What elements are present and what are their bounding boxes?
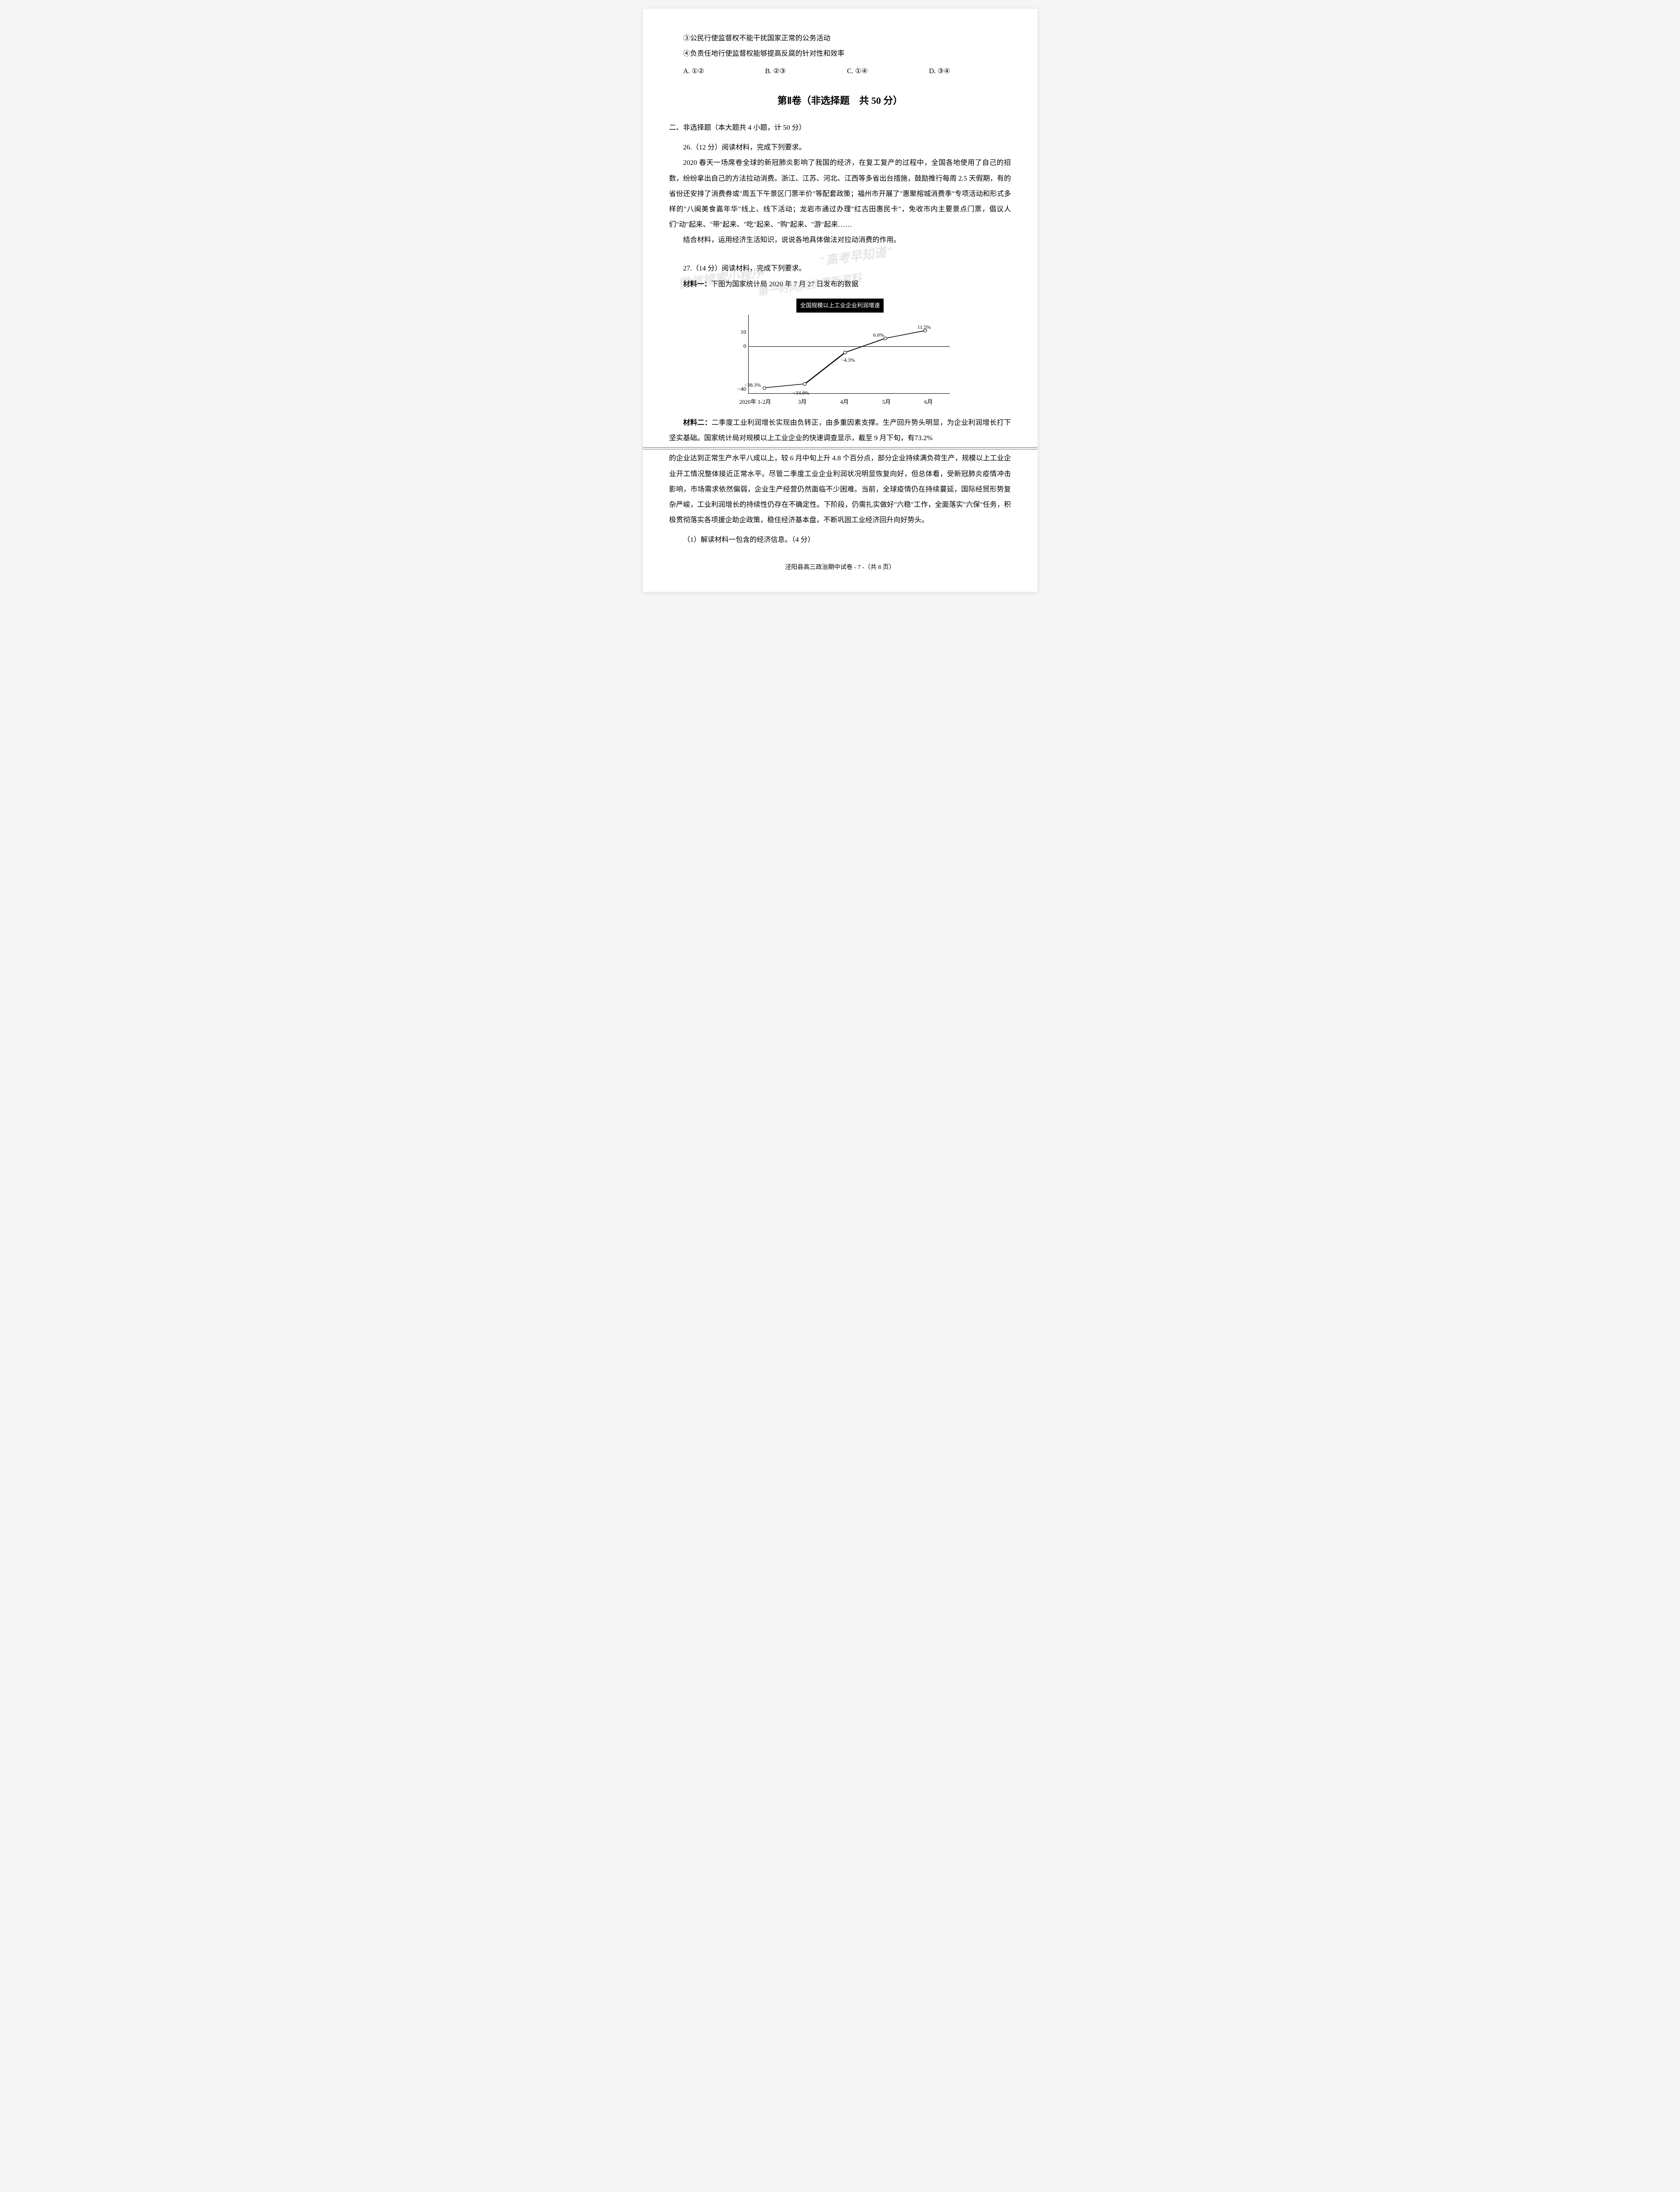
chart-title: 全国规模以上工业企业利润增速: [796, 299, 883, 313]
x-tick-label: 2020年 1-2月: [739, 396, 781, 409]
option-a: A. ①②: [683, 64, 765, 79]
q26-para1: 2020 春天一场席卷全球的新冠肺炎影响了我国的经济，在复工复产的过程中，全国各…: [669, 155, 1011, 232]
data-label: 6.0%: [873, 329, 884, 341]
q27-material1: 材料一：下图为国家统计局 2020 年 7 月 27 日发布的数据: [669, 277, 1011, 292]
data-label: 11.5%: [917, 321, 931, 333]
q26-header: 26.（12 分）阅读材料，完成下列要求。: [669, 140, 1011, 155]
y-tick-label: 0: [743, 340, 749, 353]
q26-para2: 结合材料，运用经济生活知识，说说各地具体做法对拉动消费的作用。: [669, 232, 1011, 248]
page-footer: 泾阳县高三政治期中试卷 - 7 -（共 8 页）: [669, 561, 1011, 575]
data-label: −4.3%: [841, 354, 855, 366]
option-d: D. ③④: [929, 64, 1011, 79]
q27-sub1: （1）解读材料一包含的经济信息。（4 分）: [669, 532, 1011, 548]
chart-area: −38.3%−34.9%−4.3%6.0%11.5% 100−40: [748, 315, 950, 394]
data-label: −34.9%: [792, 387, 809, 399]
x-tick-label: 6月: [908, 396, 950, 409]
q27-header: 27.（14 分）阅读材料，完成下列要求。: [669, 261, 1011, 276]
q27-wrapper: "高考早知道" 微信搜索小程序 第一时间同步更新资料 27.（14 分）阅读材料…: [669, 248, 1011, 409]
q27-material2-a: 材料二：二季度工业利润增长实现由负转正，由多重因素支撑。生产回升势头明显，为企业…: [669, 415, 1011, 446]
page-rule-1: [643, 447, 1037, 448]
data-point: [803, 382, 806, 386]
statement-3: ③公民行使监督权不能干扰国家正常的公务活动: [669, 31, 1011, 46]
y-tick-label: 10: [741, 326, 749, 339]
x-tick-label: 5月: [866, 396, 908, 409]
options-row: A. ①② B. ②③ C. ①④ D. ③④: [669, 64, 1011, 79]
material1-label: 材料一：: [683, 281, 711, 288]
material2-label: 材料二：: [683, 419, 712, 427]
material2-text-a: 二季度工业利润增长实现由负转正，由多重因素支撑。生产回升势头明显，为企业利润增长…: [669, 419, 1011, 442]
statement-4: ④负责任地行使监督权能够提高反腐的针对性和效率: [669, 46, 1011, 61]
x-tick-label: 4月: [824, 396, 866, 409]
profit-chart: 全国规模以上工业企业利润增速 −38.3%−34.9%−4.3%6.0%11.5…: [731, 299, 950, 409]
section-2-title: 第Ⅱ卷（非选择题 共 50 分）: [669, 90, 1011, 111]
data-point: [763, 386, 766, 390]
exam-page: ③公民行使监督权不能干扰国家正常的公务活动 ④负责任地行使监督权能够提高反腐的针…: [643, 9, 1037, 592]
y-tick-label: −40: [737, 383, 748, 396]
q27-material2-b: 的企业达到正常生产水平八成以上，较 6 月中旬上升 4.8 个百分点，部分企业持…: [669, 451, 1011, 528]
option-b: B. ②③: [765, 64, 847, 79]
material1-text: 下图为国家统计局 2020 年 7 月 27 日发布的数据: [711, 281, 859, 288]
x-axis-labels: 2020年 1-2月3月4月5月6月: [748, 396, 950, 409]
section-2-subtitle: 二、非选择题（本大题共 4 小题，计 50 分）: [669, 120, 1011, 135]
option-c: C. ①④: [847, 64, 929, 79]
